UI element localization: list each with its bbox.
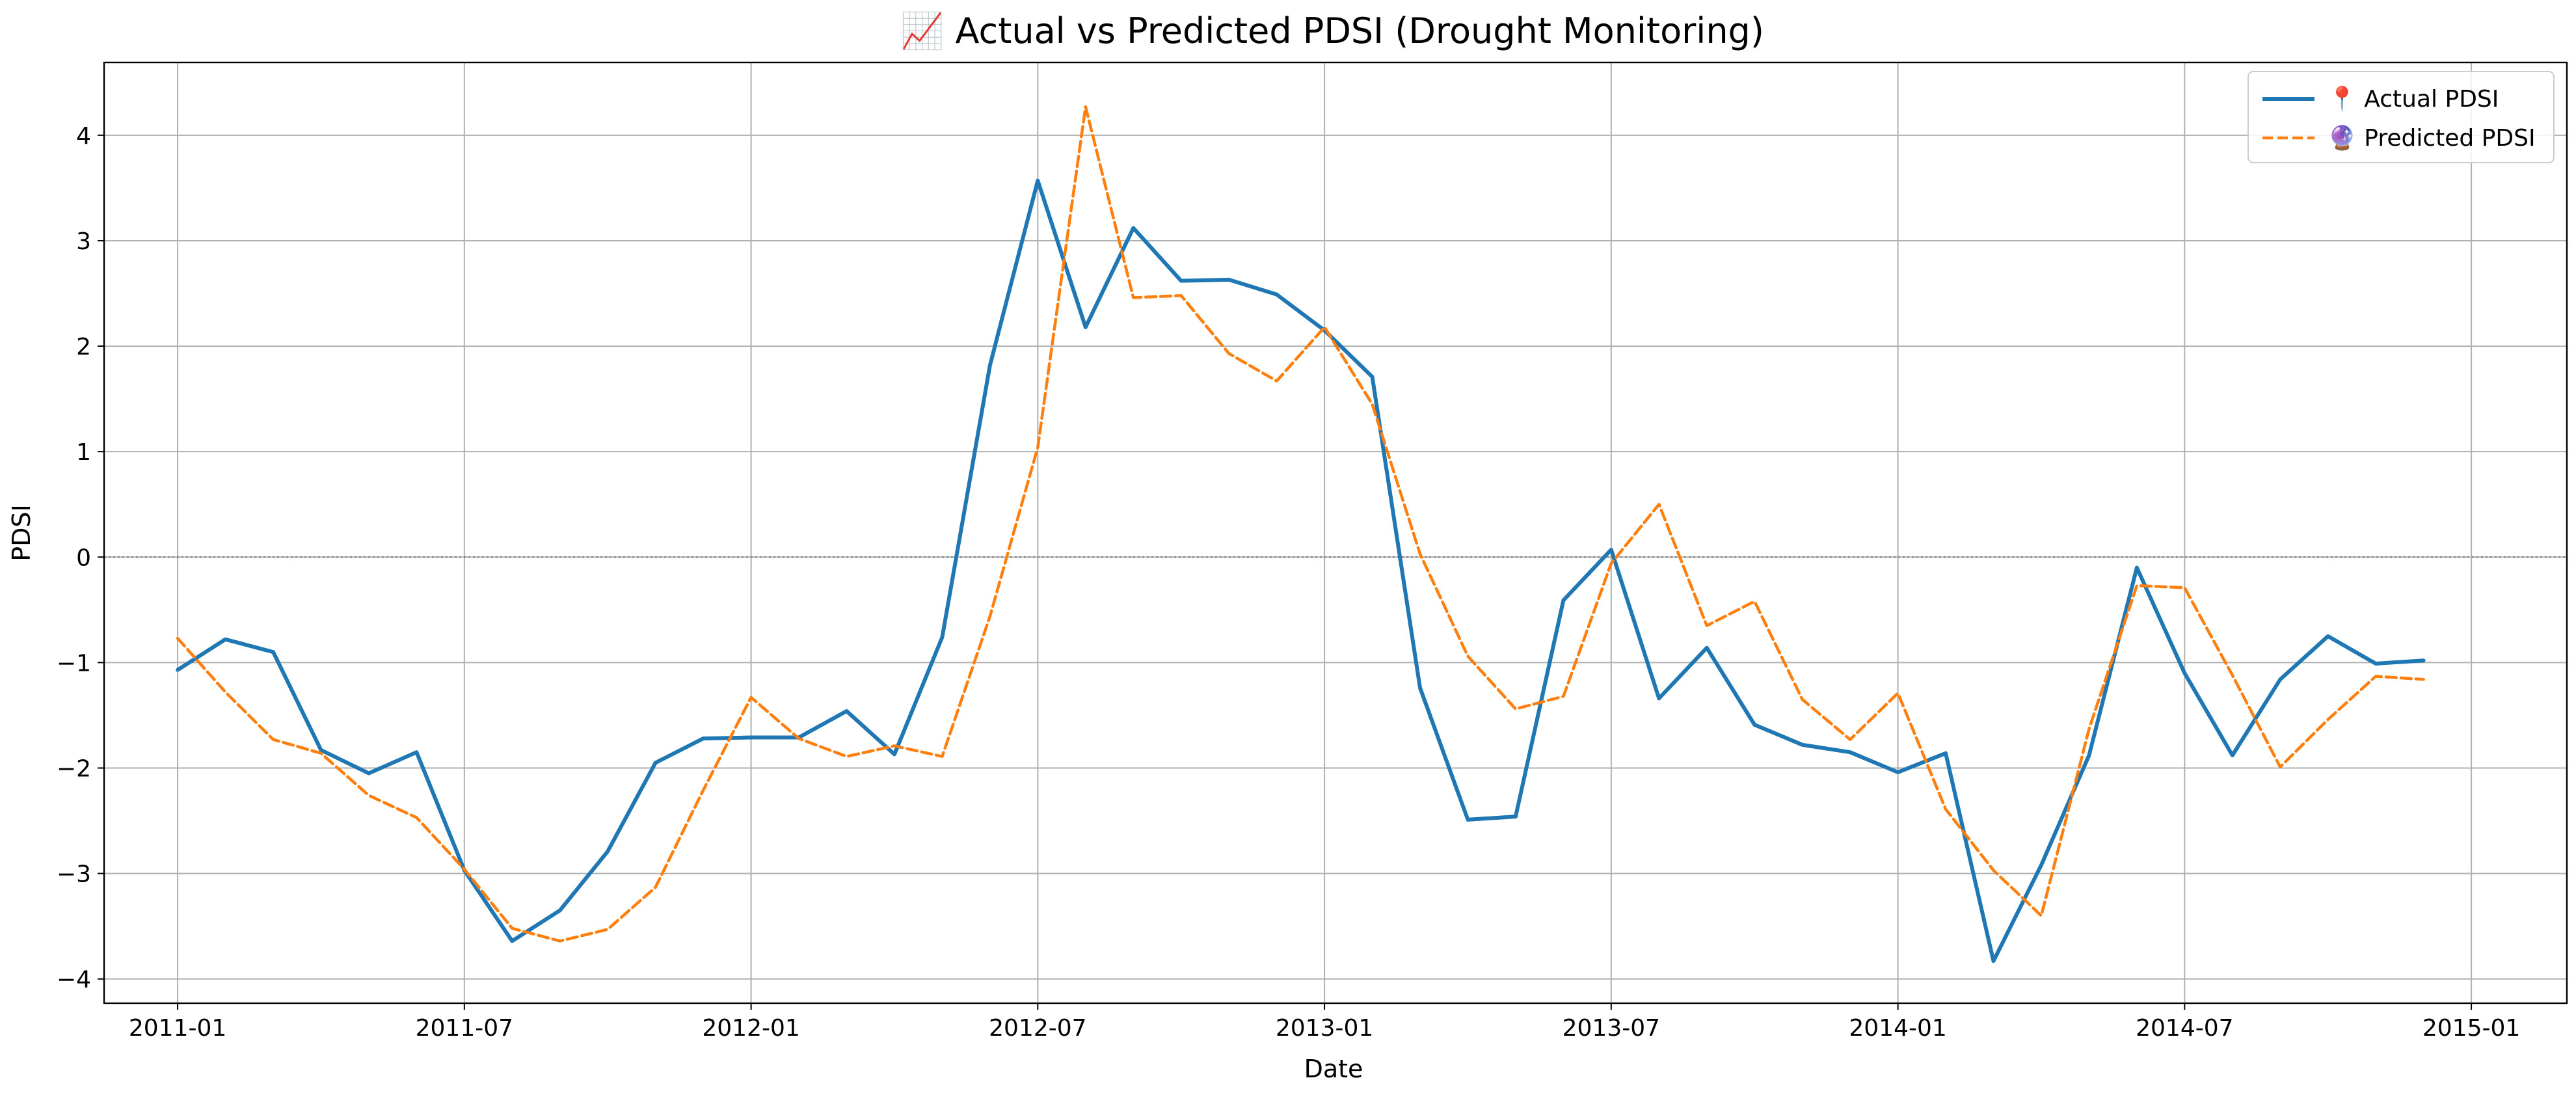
legend-predicted-label: 🔮 Predicted PDSI [2328,124,2536,152]
x-axis: 2011-01 2011-07 2012-01 2012-07 2013-01 2013-… [129,1003,2520,1042]
x-tick-label: 2012-07 [989,1015,1086,1042]
predicted-pdsi-line [176,105,2425,943]
y-tick-label: 2 [76,334,91,360]
y-tick-label: −4 [57,967,91,993]
x-tick-label: 2013-01 [1276,1015,1373,1042]
y-axis-label: PDSI [7,504,36,561]
y-tick-label: −1 [57,650,91,677]
y-tick-label: −3 [57,861,91,888]
series-lines [176,105,2426,964]
x-tick-label: 2012-01 [702,1015,799,1042]
actual-pdsi-line [176,178,2426,964]
x-axis-label: Date [1304,1055,1363,1083]
x-tick-label: 2014-07 [2136,1015,2233,1042]
x-tick-label: 2013-07 [1563,1015,1660,1042]
legend: 📍 Actual PDSI 🔮 Predicted PDSI [2247,71,2555,163]
y-tick-label: −2 [57,756,91,783]
y-tick-label: 4 [76,123,91,150]
x-tick-label: 2011-07 [416,1015,513,1042]
y-tick-label: 3 [76,228,91,255]
x-tick-label: 2014-01 [1849,1015,1946,1042]
y-axis: −4 −3 −2 −1 0 1 2 3 4 [57,123,104,993]
legend-actual-label: 📍 Actual PDSI [2328,85,2499,113]
x-tick-label: 2011-01 [129,1015,226,1042]
legend-box [2247,71,2555,163]
chart-title: 📈 Actual vs Predicted PDSI (Drought Moni… [900,10,1764,51]
y-tick-label: 0 [76,545,91,571]
y-tick-label: 1 [76,439,91,466]
x-tick-label: 2015-01 [2422,1015,2520,1042]
plot-frame [103,61,2568,1005]
